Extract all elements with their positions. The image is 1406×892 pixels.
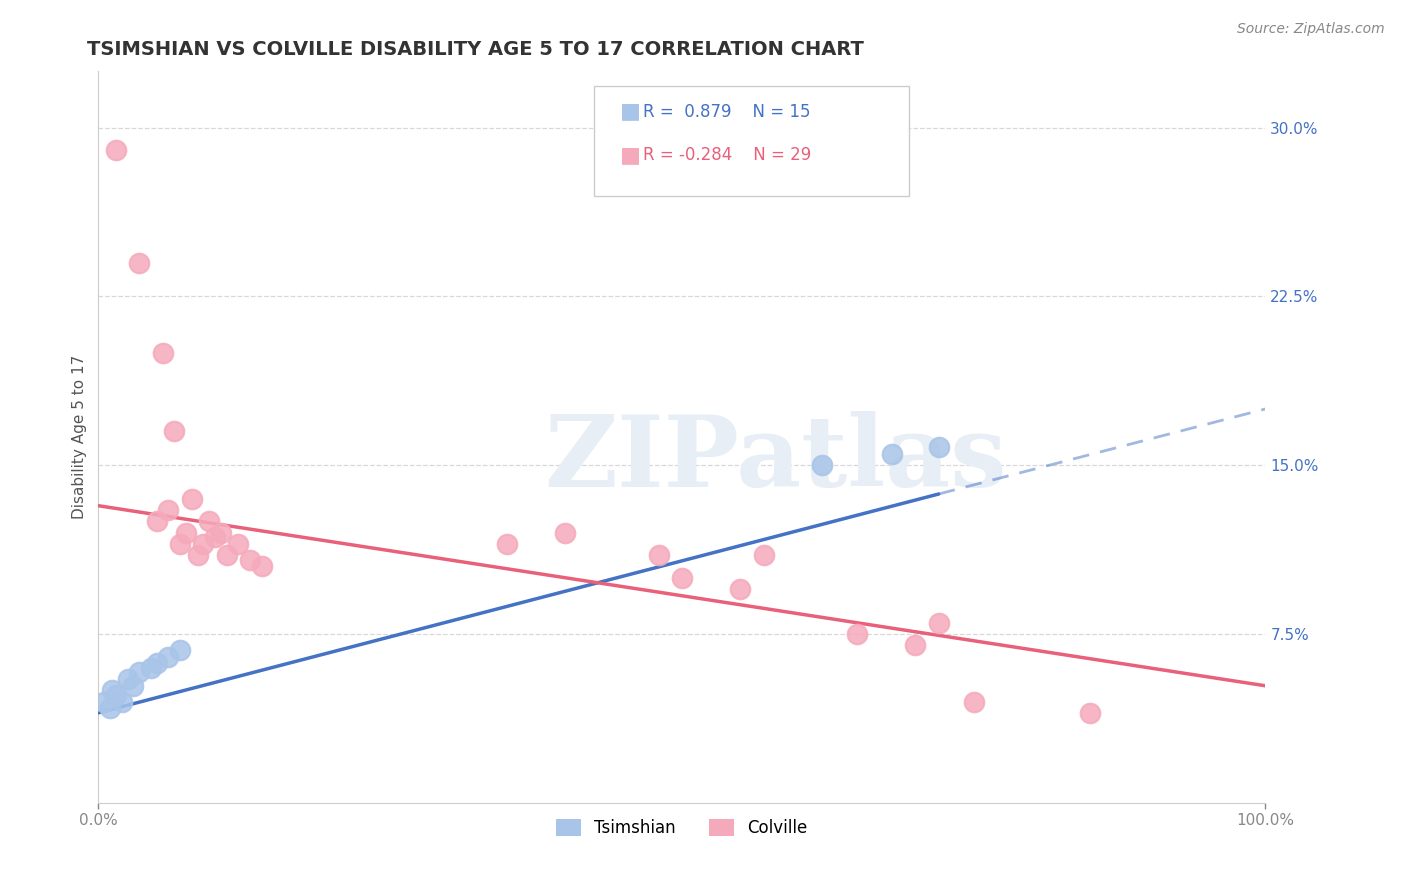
Point: [496, 537, 519, 551]
Point: [928, 440, 950, 454]
Point: [671, 571, 693, 585]
Point: [101, 683, 124, 698]
Point: [122, 679, 145, 693]
Text: R = -0.284    N = 29: R = -0.284 N = 29: [644, 146, 811, 164]
Point: [152, 345, 174, 359]
Point: [187, 548, 209, 562]
Point: [146, 657, 169, 671]
Point: [846, 627, 869, 641]
Text: TSIMSHIAN VS COLVILLE DISABILITY AGE 5 TO 17 CORRELATION CHART: TSIMSHIAN VS COLVILLE DISABILITY AGE 5 T…: [87, 39, 863, 59]
Y-axis label: Disability Age 5 to 17: Disability Age 5 to 17: [72, 355, 87, 519]
Point: [209, 525, 232, 540]
Point: [215, 548, 238, 562]
Point: [128, 665, 150, 680]
Point: [98, 701, 121, 715]
Point: [204, 530, 226, 544]
Point: [104, 688, 127, 702]
Point: [880, 447, 903, 461]
Point: [198, 515, 221, 529]
Point: [554, 525, 576, 540]
Point: [647, 548, 669, 562]
Point: [180, 491, 202, 506]
Point: [250, 559, 273, 574]
Point: [128, 255, 150, 269]
Point: [146, 515, 169, 529]
Point: [139, 661, 162, 675]
Point: [111, 694, 134, 708]
Point: [811, 458, 834, 473]
Point: [752, 548, 775, 562]
Text: ■: ■: [620, 145, 641, 166]
Point: [169, 642, 191, 657]
Point: [174, 525, 197, 540]
Point: [193, 537, 215, 551]
Point: [163, 425, 186, 439]
Point: [239, 553, 262, 567]
Text: R =  0.879    N = 15: R = 0.879 N = 15: [644, 103, 811, 120]
Text: ■: ■: [620, 102, 641, 121]
Point: [904, 638, 927, 652]
Point: [157, 649, 180, 664]
Text: Source: ZipAtlas.com: Source: ZipAtlas.com: [1237, 22, 1385, 37]
Point: [928, 615, 950, 630]
Point: [1080, 706, 1102, 720]
Legend: Tsimshian, Colville: Tsimshian, Colville: [548, 811, 815, 846]
Point: [730, 582, 752, 596]
Point: [117, 672, 139, 686]
Point: [104, 143, 127, 157]
Point: [157, 503, 180, 517]
FancyBboxPatch shape: [595, 86, 910, 195]
Point: [93, 694, 115, 708]
Point: [962, 694, 984, 708]
Point: [228, 537, 250, 551]
Point: [169, 537, 191, 551]
Text: ZIPatlas: ZIPatlas: [544, 410, 1007, 508]
